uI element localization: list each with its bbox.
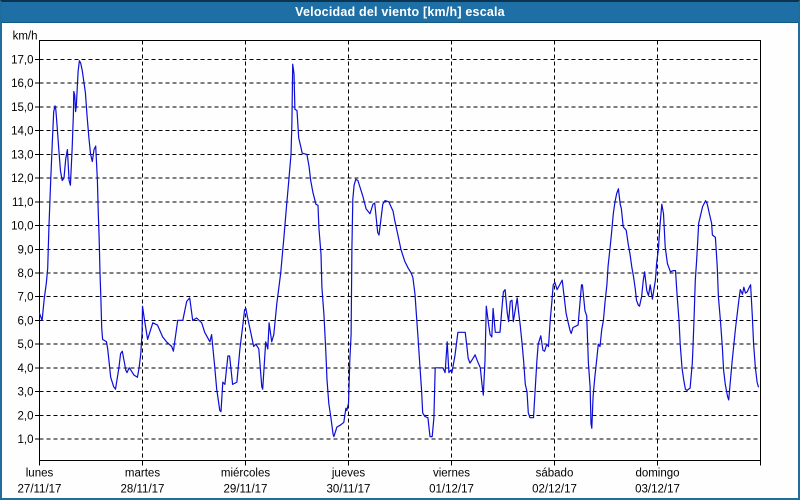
plot-area <box>39 40 761 461</box>
y-tick-label: 1,0 <box>18 434 34 446</box>
day-name-label: sábado <box>536 468 574 480</box>
day-date-label: 30/11/17 <box>327 484 371 496</box>
day-date-label: 03/12/17 <box>635 484 680 496</box>
day-date-label: 01/12/17 <box>429 484 474 496</box>
y-tick-label: 9,0 <box>18 244 34 256</box>
y-gridlines: 1,0 2,0 3,0 4,0 5,0 6,0 7,0 8,0 9,0 10,0 11,0 12,0 1… <box>11 55 761 446</box>
y-tick-label: 17,0 <box>11 55 33 67</box>
day-date-label: 27/11/17 <box>18 484 62 496</box>
y-tick-label: 8,0 <box>18 268 34 280</box>
day-name-label: martes <box>125 468 160 480</box>
y-tick-label: 10,0 <box>11 221 33 233</box>
y-tick-label: 13,0 <box>11 149 33 161</box>
day-date-label: 02/12/17 <box>532 484 577 496</box>
day-date-label: 29/11/17 <box>224 484 268 496</box>
day-name-label: miércoles <box>221 468 270 480</box>
wind-speed-line <box>38 60 760 438</box>
y-tick-label: 5,0 <box>18 339 34 351</box>
y-tick-label: 16,0 <box>11 78 33 90</box>
y-axis-unit-label: km/h <box>13 31 38 43</box>
y-tick-label: 15,0 <box>11 102 33 114</box>
day-name-label: viernes <box>433 468 470 480</box>
y-tick-label: 3,0 <box>18 387 34 399</box>
title-bar: Velocidad del viento [km/h] escala <box>2 2 798 23</box>
y-tick-label: 6,0 <box>18 315 34 327</box>
y-tick-label: 14,0 <box>11 126 33 138</box>
y-tick-label: 2,0 <box>18 410 34 422</box>
day-name-label: lunes <box>26 468 54 480</box>
chart-title: Velocidad del viento [km/h] escala <box>295 5 505 19</box>
day-name-label: jueves <box>331 468 365 480</box>
day-date-label: 28/11/17 <box>121 484 165 496</box>
day-name-label: domingo <box>635 468 679 480</box>
x-gridlines <box>39 40 761 466</box>
y-tick-label: 7,0 <box>18 292 34 304</box>
y-tick-label: 11,0 <box>12 197 34 209</box>
y-tick-label: 4,0 <box>18 363 34 375</box>
x-axis-labels: lunes 27/11/17 martes 28/11/17 miércoles 29/1… <box>18 468 680 496</box>
y-tick-label: 12,0 <box>11 173 33 185</box>
